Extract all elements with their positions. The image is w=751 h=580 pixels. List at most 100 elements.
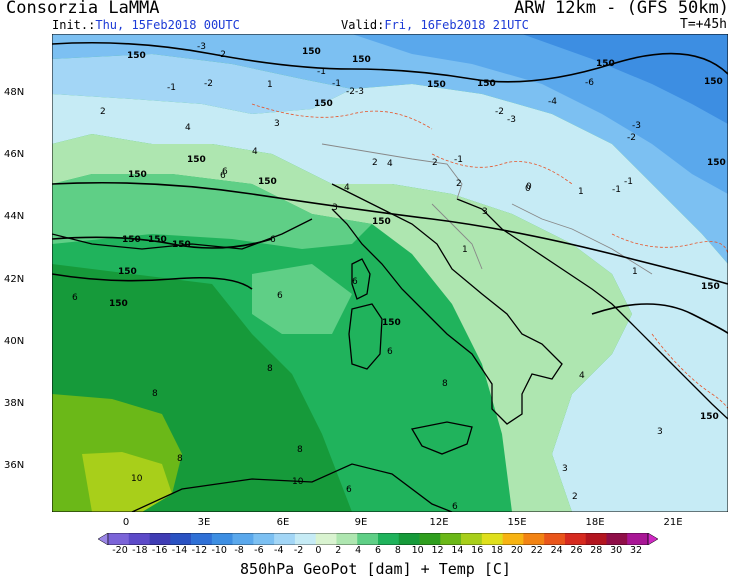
colorbar-tick-label: -18 <box>132 545 148 556</box>
colorbar-tick-label: 20 <box>510 545 523 556</box>
temp-zone-warmest <box>82 452 172 512</box>
colorbar-outline <box>107 533 649 545</box>
colorbar-swatch <box>398 533 420 545</box>
temp-isolines <box>251 103 728 434</box>
map-caption: 850hPa GeoPot [dam] + Temp [C] <box>240 560 511 578</box>
colorbar-swatch <box>149 533 171 545</box>
colorbar-tick-label: 24 <box>550 545 563 556</box>
colorbar-swatch <box>274 533 296 545</box>
valid-value: Fri, 16Feb2018 21UTC <box>384 18 529 32</box>
geopot-label: 150 <box>382 318 401 328</box>
colorbar-swatch <box>315 533 337 545</box>
lat-label: 36N <box>4 460 25 471</box>
colorbar-tick-label: -10 <box>211 545 227 556</box>
colorbar-tick-label: 18 <box>491 545 504 556</box>
lat-label: 48N <box>4 87 25 98</box>
colorbar-tick-label: -20 <box>112 545 128 556</box>
geopot-label: 150 <box>122 235 141 245</box>
geopot-label: 150 <box>172 240 191 250</box>
lon-label: 0 <box>122 517 130 528</box>
geopot-label: 150 <box>258 177 277 187</box>
geopot-contours <box>52 41 728 335</box>
temp-zone-mid-island <box>252 264 352 334</box>
temp-label: 6 <box>222 167 228 177</box>
coast-sicily <box>410 421 473 455</box>
lat-label: 42N <box>4 274 25 285</box>
geopot-label: 150 <box>707 158 726 168</box>
init-time: Init.:Thu, 15Feb2018 00UTC <box>52 18 240 32</box>
colorbar-tick-label: 28 <box>590 545 603 556</box>
colorbar-swatch <box>357 533 379 545</box>
temp-label: 2 <box>372 158 378 168</box>
temp-label: -6 <box>585 78 594 88</box>
temp-label: 4 <box>185 123 191 133</box>
temp-label: 10 <box>131 474 143 484</box>
temp-label: -1 <box>454 155 463 165</box>
colorbar-cap-low <box>98 533 109 545</box>
geopot-label: 150 <box>127 51 146 61</box>
colorbar-tick-label: 16 <box>471 545 484 556</box>
coast-sardinia <box>348 303 383 370</box>
colorbar-tick-label: -4 <box>274 545 284 556</box>
geopot-label: 150 <box>148 235 167 245</box>
temp-label: 4 <box>387 159 393 169</box>
geopot-label: 150 <box>700 412 719 422</box>
temp-label: -4 <box>548 97 557 107</box>
colorbar-swatch <box>440 533 462 545</box>
temp-label: 4 <box>579 371 585 381</box>
temp-label: -3 <box>355 87 364 97</box>
coast-africa <box>131 463 453 512</box>
lon-label: 6E <box>276 517 290 528</box>
geopot-label: 150 <box>427 80 446 90</box>
colorbar-swatch <box>585 533 607 545</box>
temp-label: 4 <box>344 183 350 193</box>
temp-label: 1 <box>462 245 468 255</box>
colorbar-swatch <box>544 533 566 545</box>
lon-label: 3E <box>197 517 211 528</box>
colorbar-swatch <box>336 533 358 545</box>
temp-labels: -3-2-1 1-2-1-2 -324 34-6-4-3-2-106432166666… <box>72 42 663 512</box>
init-label: Init.: <box>52 18 96 32</box>
temp-label: -1 <box>317 67 326 77</box>
forecast-map: 150 150 150 150 150 150 150 150 150 150 150 150 150 1… <box>52 34 728 512</box>
colorbar-swatch <box>378 533 400 545</box>
init-value: Thu, 15Feb2018 00UTC <box>95 18 240 32</box>
temp-label: 1 <box>267 80 273 90</box>
temp-label: 6 <box>270 235 276 245</box>
temp-label: -2 <box>204 79 213 89</box>
colorbar-swatch <box>191 533 213 545</box>
temp-label: 2 <box>456 179 462 189</box>
lon-label: 12E <box>429 517 449 528</box>
temp-label: -1 <box>612 185 621 195</box>
colorbar-tick-label: 12 <box>431 545 444 556</box>
colorbar-cap-high <box>647 533 658 545</box>
temp-label: 8 <box>442 379 448 389</box>
colorbar-tick-label: 32 <box>629 545 643 556</box>
geopot-labels: 150 150 150 150 150 150 150 150 150 150 150 150 150 1… <box>109 47 726 422</box>
colorbar-tick-label: 8 <box>394 545 401 556</box>
colorbar-swatch <box>564 533 586 545</box>
temp-label: 6 <box>220 171 226 181</box>
colorbar-tick-label: 6 <box>374 545 382 556</box>
lat-label: 38N <box>4 398 25 409</box>
temp-label: 4 <box>252 147 258 157</box>
temp-label: 3 <box>657 427 663 437</box>
colorbar-swatch <box>606 533 628 545</box>
temp-label: 8 <box>152 389 158 399</box>
lon-label: 18E <box>585 517 605 528</box>
temp-label: 2 <box>432 158 438 168</box>
geopot-label: 150 <box>352 55 371 65</box>
colorbar-swatch <box>232 533 254 545</box>
temp-zone-mild <box>52 84 728 512</box>
coast-italy <box>331 183 563 425</box>
temp-label: -3 <box>632 121 641 131</box>
colorbar-swatch <box>253 533 275 545</box>
temp-label: 3 <box>562 464 568 474</box>
coast-corsica <box>351 258 371 300</box>
lon-label: 9E <box>354 517 368 528</box>
colorbar-tick-label: 30 <box>610 545 623 556</box>
colorbar-tick-label: -16 <box>151 545 168 556</box>
temp-label: -2 <box>495 107 504 117</box>
colorbar-tick-label: -8 <box>234 545 244 556</box>
lon-label: 15E <box>507 517 527 528</box>
